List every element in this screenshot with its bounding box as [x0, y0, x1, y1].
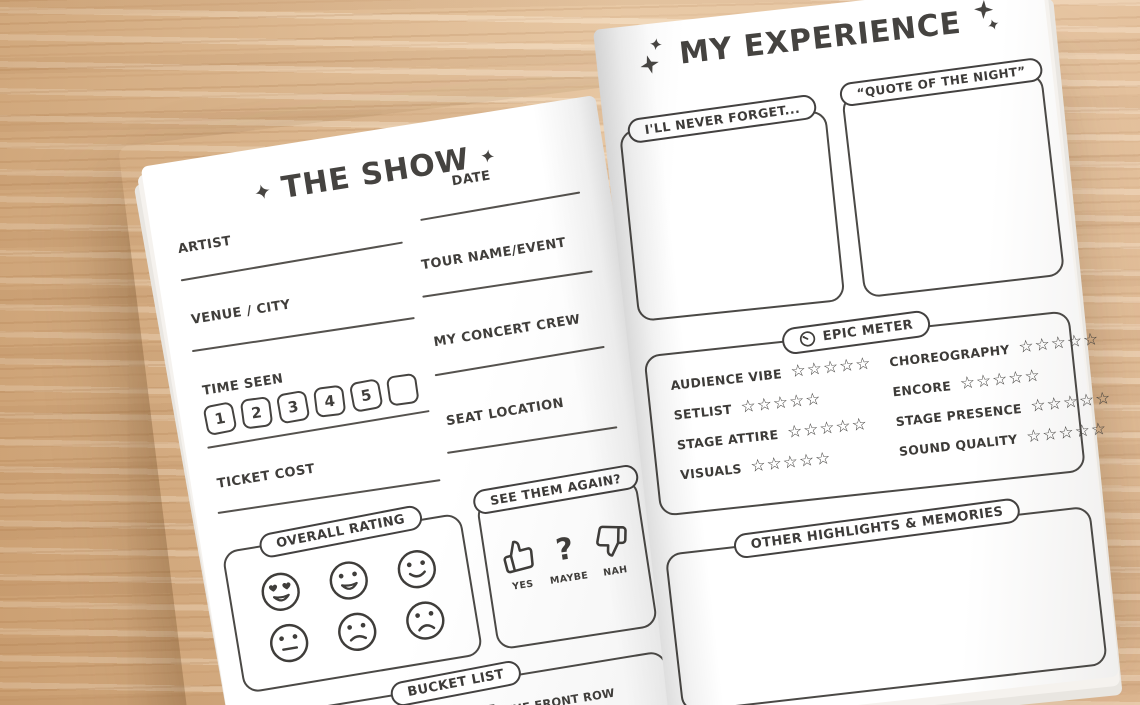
star-rating: ☆☆☆☆☆	[1029, 388, 1113, 417]
smiley-neutral-icon	[270, 623, 309, 663]
time-seen-box-5: 5	[348, 378, 384, 413]
sparkle-star-icon	[973, 0, 993, 19]
epic-meter-label: EPIC METER	[821, 317, 914, 345]
see-option-label: YES	[511, 578, 535, 593]
epic-meter-label-pill: EPIC METER	[780, 309, 932, 356]
field-line-date	[420, 191, 581, 221]
rating-category: ENCORE	[891, 378, 952, 400]
epic-meter-box: EPIC METER AUDIENCE VIBE ☆☆☆☆☆ CHOREOGRAP…	[643, 309, 1112, 517]
star-cluster-left	[640, 37, 667, 74]
see-option-nah: NAH	[591, 522, 633, 580]
smiley-sad-icon	[405, 601, 445, 640]
thumbs-up-icon	[503, 540, 535, 574]
star-cluster-right	[973, 0, 1002, 37]
overall-rating-box: OVERALL RATING	[221, 503, 484, 694]
smiley-big-smile-icon	[329, 561, 368, 600]
highlights-label: OTHER HIGHLIGHTS & MEMORIES	[732, 497, 1022, 560]
field-label-crew: MY CONCERT CREW	[432, 312, 582, 351]
bucket-item-label: THE FRONT ROW	[503, 685, 616, 705]
field-line-seat	[447, 426, 618, 454]
smiley-smile-icon	[397, 550, 436, 589]
field-label-ticket-cost: TICKET COST	[216, 461, 317, 492]
star-rating: ☆☆☆☆☆	[739, 389, 823, 418]
page-title: THE SHOW	[279, 141, 473, 206]
see-option-maybe: ? MAYBE	[544, 531, 590, 587]
overall-rating-faces	[244, 543, 463, 669]
field-line-crew	[434, 345, 605, 377]
star-rating: ☆☆☆☆☆	[749, 448, 833, 477]
sparkle-star-icon	[481, 149, 495, 163]
rating-category: SOUND QUALITY	[898, 431, 1019, 460]
quote-box: “QUOTE OF THE NIGHT”	[838, 56, 1066, 299]
never-forget-box: I'LL NEVER FORGET...	[618, 93, 846, 323]
rating-category: VISUALS	[679, 460, 743, 483]
field-label-venue: VENUE / CITY	[190, 297, 292, 328]
right-page-title: MY EXPERIENCE	[595, 0, 1048, 81]
star-rating: ☆☆☆☆☆	[958, 365, 1042, 395]
sparkle-star-icon	[255, 184, 270, 199]
sparkle-star-icon	[650, 37, 663, 50]
highlights-box: OTHER HIGHLIGHTS & MEMORIES	[664, 497, 1109, 705]
rating-category: STAGE ATTIRE	[676, 426, 780, 453]
see-them-again-label: SEE THEM AGAIN?	[471, 463, 640, 516]
never-forget-label: I'LL NEVER FORGET...	[626, 93, 819, 145]
left-page-title: THE SHOW	[145, 121, 605, 228]
rating-category: CHOREOGRAPHY	[888, 341, 1011, 370]
star-rating: ☆☆☆☆☆	[786, 414, 869, 443]
field-line-tour	[422, 270, 593, 298]
time-seen-box-3: 3	[275, 389, 311, 425]
page-my-experience: MY EXPERIENCE I'LL NEVER FORGET... “QUOT…	[593, 0, 1120, 705]
gauge-icon	[799, 331, 816, 347]
rating-category: SETLIST	[673, 401, 733, 423]
rating-category: AUDIENCE VIBE	[669, 366, 783, 393]
sparkle-star-icon	[640, 54, 659, 74]
rating-row: VISUALS ☆☆☆☆☆	[679, 445, 882, 483]
see-option-yes: YES	[499, 536, 541, 594]
rating-category: STAGE PRESENCE	[895, 400, 1023, 430]
smiley-frown-icon	[338, 612, 377, 651]
field-label-seat: SEAT LOCATION	[445, 395, 565, 430]
field-label-tour: TOUR NAME/EVENT	[420, 235, 568, 274]
time-seen-box-blank	[385, 372, 420, 407]
time-seen-box-2: 2	[239, 396, 274, 430]
quote-label: “QUOTE OF THE NIGHT”	[838, 56, 1045, 108]
question-mark-icon: ?	[553, 531, 577, 569]
page-title: MY EXPERIENCE	[677, 5, 964, 72]
time-seen-box-1: 1	[202, 401, 238, 437]
page-the-show: THE SHOW ARTIST VENUE / CITY TIME SEEN 1…	[140, 95, 718, 705]
thumbs-down-icon	[595, 525, 627, 557]
time-seen-box-4: 4	[312, 384, 347, 418]
smiley-heart-eyes-icon	[261, 572, 301, 611]
sparkle-star-icon	[987, 18, 999, 30]
star-rating: ☆☆☆☆☆	[789, 353, 873, 383]
see-them-again-box: SEE THEM AGAIN? YES ? MAYBE NAH	[471, 463, 659, 651]
see-option-label: NAH	[602, 564, 629, 579]
field-label-artist: ARTIST	[176, 233, 233, 258]
see-option-label: MAYBE	[549, 570, 590, 587]
